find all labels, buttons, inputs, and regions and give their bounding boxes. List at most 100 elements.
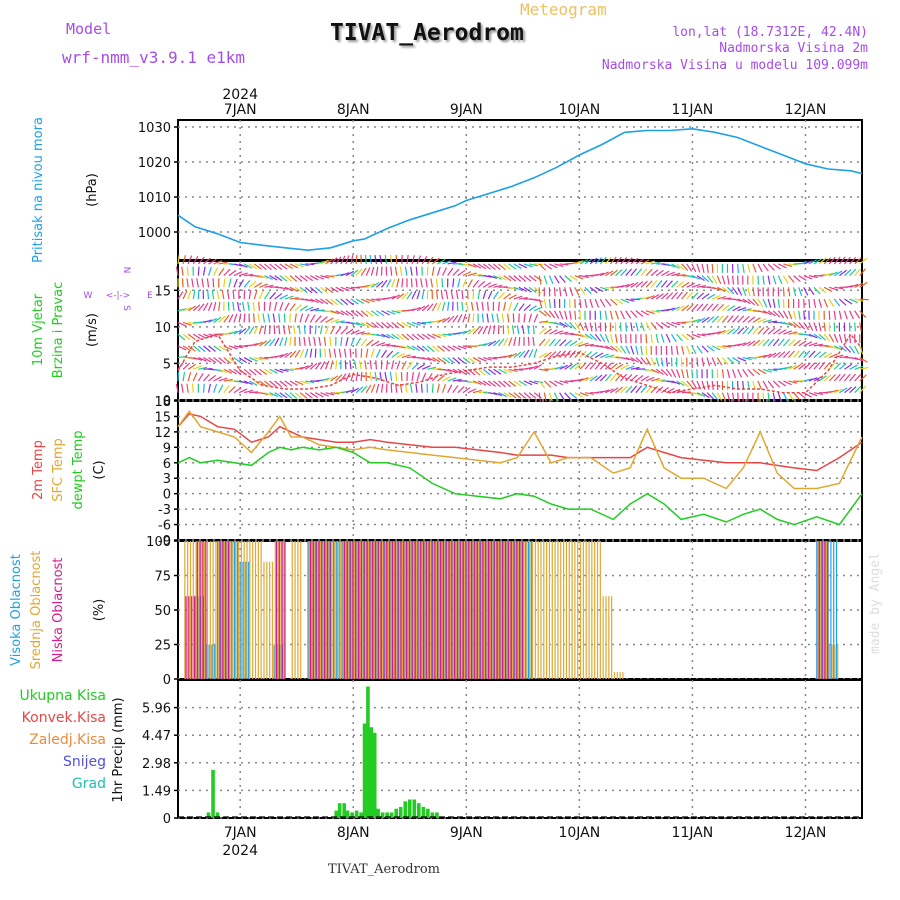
wind-barb <box>508 380 517 387</box>
wind-barb <box>381 310 390 316</box>
wind-barb <box>218 384 224 393</box>
wind-barb <box>492 291 499 300</box>
wind-barb <box>600 271 609 277</box>
y-tick-label: 100 <box>146 535 171 550</box>
wind-barb <box>472 327 480 335</box>
wind-barb <box>477 357 487 362</box>
wind-barb <box>381 349 388 358</box>
wind-barb <box>233 357 242 364</box>
wind-barb <box>182 333 191 341</box>
wind-barb <box>701 392 710 399</box>
wind-barb <box>181 383 184 393</box>
wind-barb <box>452 357 461 364</box>
wind-barb <box>289 380 299 386</box>
wind-barb <box>803 287 809 296</box>
wind-barb <box>605 286 615 290</box>
wind-barb <box>376 280 384 288</box>
wind-barb <box>203 257 211 265</box>
wind-barb <box>315 298 324 304</box>
wind-barb <box>854 268 862 277</box>
wind-barb <box>559 339 567 347</box>
wind-barb <box>798 322 806 330</box>
wind-barb <box>722 297 732 300</box>
wind-barb <box>462 271 472 277</box>
precip-legend-item: Ukupna Kisa <box>19 688 106 704</box>
wind-barb <box>645 357 652 366</box>
wind-barb <box>182 321 192 326</box>
wind-barb <box>701 357 705 367</box>
wind-barb <box>399 266 403 276</box>
wind-barb <box>395 371 398 382</box>
wind-barb <box>676 291 683 300</box>
wind-barb <box>706 392 715 400</box>
wind-barb <box>584 258 593 265</box>
wind-barb <box>625 257 633 265</box>
wind-barb <box>539 368 549 372</box>
wind-barb <box>604 256 612 265</box>
wind-barb <box>503 392 512 398</box>
wind-barb <box>701 293 710 300</box>
wind-barb <box>645 345 648 355</box>
wind-barb <box>564 363 573 370</box>
compass-s: S <box>121 305 131 311</box>
wind-barb <box>640 310 650 316</box>
wind-barb <box>747 326 755 335</box>
wind-barb <box>289 297 299 300</box>
wind-barb <box>620 345 627 354</box>
wind-barb <box>376 333 386 338</box>
wind-barb <box>717 329 726 335</box>
wind-barb <box>345 286 355 290</box>
wind-barb <box>508 337 513 347</box>
wind-barb <box>503 275 512 282</box>
wind-barb <box>274 380 282 388</box>
wind-barb <box>415 266 418 276</box>
wind-barb <box>666 263 676 268</box>
wind-barb <box>493 284 503 288</box>
wind-barb <box>691 263 697 273</box>
wind-barb <box>666 307 676 312</box>
wind-barb <box>376 310 385 317</box>
wind-barb <box>620 310 626 320</box>
wind-barb <box>599 298 606 308</box>
wind-barb <box>609 310 613 320</box>
wind-barb <box>732 315 739 323</box>
wind-barb <box>350 269 359 277</box>
wind-barb <box>828 362 836 370</box>
wind-barb <box>442 267 448 276</box>
model-label: Model <box>66 20 112 38</box>
wind-barb <box>813 298 817 309</box>
wind-barb <box>808 377 818 382</box>
wind-barb <box>666 271 675 277</box>
wind-barb <box>549 263 558 269</box>
wind-barb <box>559 364 568 370</box>
wind-barb <box>409 383 413 393</box>
wind-barb <box>625 282 635 288</box>
wind-barb <box>838 298 847 306</box>
wind-barb <box>650 334 653 344</box>
wind-barb <box>340 298 349 306</box>
wind-barb <box>564 310 568 320</box>
wind-barb <box>665 280 673 288</box>
y-tick-label: 6 <box>163 457 171 472</box>
wind-barb <box>838 256 846 265</box>
wind-barb <box>370 348 375 358</box>
wind-barb <box>564 392 572 400</box>
y-tick-label: 50 <box>154 604 171 619</box>
wind-barb <box>498 286 508 288</box>
wind-barb <box>651 310 661 313</box>
wind-barb <box>394 266 398 276</box>
wind-barb <box>462 263 472 267</box>
wind-barb <box>416 345 425 352</box>
wind-barb <box>818 322 822 332</box>
wind-barb <box>238 357 247 364</box>
wind-barb <box>564 339 573 347</box>
wind-barb <box>191 278 194 288</box>
wind-barb <box>676 321 686 324</box>
wind-barb <box>187 290 192 300</box>
wind-barb <box>262 313 266 323</box>
wind-barb <box>350 337 355 347</box>
wind-barb <box>686 304 694 312</box>
wind-barb <box>803 322 810 331</box>
wind-barb <box>808 298 811 309</box>
wind-barb <box>737 315 745 323</box>
